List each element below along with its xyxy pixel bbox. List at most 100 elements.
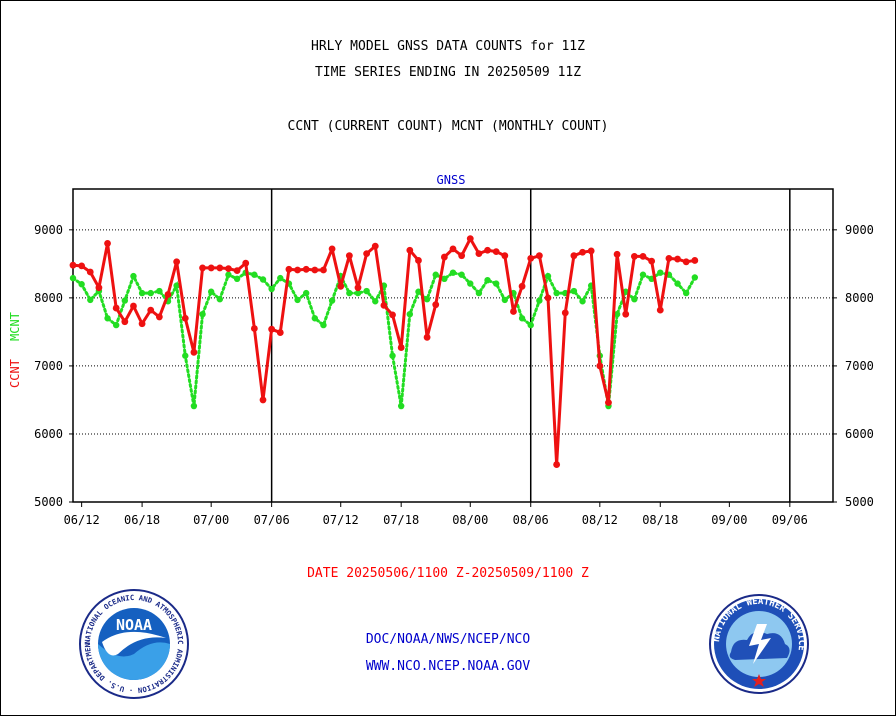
data-point	[268, 325, 276, 333]
x-tick-label: 08/00	[452, 513, 488, 527]
data-point	[596, 362, 604, 370]
y-tick-label-left: 5000	[34, 495, 63, 509]
series-line	[72, 237, 696, 467]
data-point	[484, 276, 491, 284]
data-point	[311, 315, 319, 322]
data-point	[423, 333, 431, 341]
y-axis-left: 5000 6000 7000 8000 9000	[34, 223, 73, 509]
x-tick-label: 07/12	[323, 513, 359, 527]
data-point	[268, 285, 275, 293]
data-point	[449, 245, 457, 253]
data-point	[380, 301, 388, 309]
data-point	[492, 248, 500, 256]
data-point	[441, 275, 448, 283]
data-point	[294, 296, 301, 304]
x-tick-label: 08/12	[582, 513, 618, 527]
data-point	[510, 308, 517, 315]
data-point	[389, 311, 396, 319]
data-point	[605, 399, 612, 407]
y-tick-label-right: 9000	[845, 223, 874, 237]
series-ccnt	[69, 235, 699, 468]
data-point	[475, 289, 483, 297]
data-point	[458, 252, 466, 260]
data-point	[294, 266, 301, 274]
data-point	[346, 289, 353, 297]
data-point	[69, 261, 77, 269]
data-point	[397, 344, 405, 351]
data-point	[190, 348, 198, 356]
data-point	[199, 264, 206, 272]
data-point	[518, 315, 526, 322]
y-tick-label-right: 5000	[845, 495, 874, 509]
footer-url[interactable]: WWW.NCO.NCEP.NOAA.GOV	[365, 659, 531, 674]
data-point	[492, 280, 500, 287]
data-point	[78, 281, 85, 288]
ylabel-mcnt: MCNT	[8, 312, 22, 341]
data-point	[251, 271, 258, 278]
x-axis: 06/12 06/18 07/00 07/06 07/12 07/18 08/00 08/06…	[64, 502, 808, 527]
data-point	[691, 257, 699, 264]
y-tick-label-left: 6000	[34, 427, 63, 441]
x-tick-label: 07/06	[254, 513, 290, 527]
data-point	[199, 311, 206, 318]
y-tick-label-left: 7000	[34, 359, 63, 373]
data-point	[130, 302, 137, 310]
data-point	[544, 272, 552, 280]
data-point	[242, 259, 250, 267]
data-point	[311, 266, 319, 274]
data-point	[415, 257, 422, 264]
data-point	[432, 301, 440, 309]
data-point	[372, 298, 379, 305]
data-point	[682, 289, 690, 297]
data-point	[440, 253, 448, 261]
data-point	[553, 461, 561, 468]
data-point	[466, 235, 474, 243]
data-point	[156, 287, 163, 295]
x-tick-label: 07/18	[383, 513, 419, 527]
data-point	[121, 318, 129, 326]
data-point	[69, 274, 77, 282]
data-point	[682, 258, 690, 266]
data-point	[613, 311, 621, 318]
data-point	[216, 264, 224, 272]
data-point	[501, 296, 509, 304]
data-point	[147, 306, 155, 314]
data-point	[138, 289, 146, 297]
x-tick-label: 08/06	[513, 513, 549, 527]
x-tick-label: 07/00	[193, 513, 229, 527]
data-point	[656, 306, 664, 314]
data-point	[233, 275, 241, 283]
data-point	[467, 280, 474, 287]
data-point	[518, 282, 526, 290]
data-point	[527, 321, 534, 329]
data-point	[354, 289, 362, 297]
data-point	[225, 271, 232, 278]
data-point	[337, 282, 345, 290]
x-tick-label: 06/18	[124, 513, 160, 527]
data-point	[648, 257, 656, 265]
data-point	[130, 272, 137, 280]
noaa-logo-text: NOAA	[116, 616, 152, 634]
chart-title-line3: CCNT (CURRENT COUNT) MCNT (MONTHLY COUNT…	[287, 119, 609, 134]
x-tick-label: 09/00	[711, 513, 747, 527]
data-point	[86, 268, 94, 276]
y-tick-label-right: 6000	[845, 427, 874, 441]
data-point	[320, 321, 327, 329]
data-point	[674, 280, 681, 287]
data-point	[579, 248, 586, 256]
data-point	[631, 296, 638, 303]
data-point	[95, 284, 103, 292]
data-point	[415, 288, 422, 295]
chart-title-line1: HRLY MODEL GNSS DATA COUNTS for 11Z	[311, 39, 585, 54]
data-point	[138, 320, 146, 328]
data-point	[579, 298, 586, 305]
data-point	[587, 247, 595, 255]
data-point	[87, 296, 94, 304]
data-point	[320, 266, 327, 274]
nws-logo: NATIONAL WEATHER SERVICE	[709, 594, 809, 694]
chart-area: GNSS 5000 6000 7000 8000 9000 5000 6000 7000 80…	[8, 173, 874, 527]
data-point	[536, 297, 543, 304]
data-point	[639, 271, 647, 278]
data-point	[613, 250, 621, 258]
data-point	[233, 267, 241, 275]
